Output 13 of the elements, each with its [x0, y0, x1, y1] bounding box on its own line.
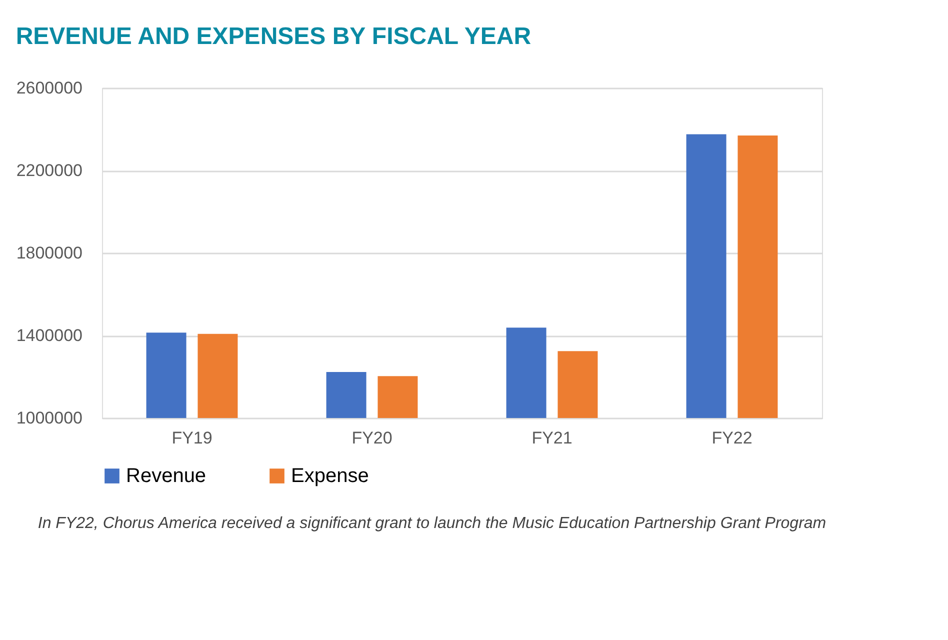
- chart-title: REVENUE AND EXPENSES BY FISCAL YEAR: [16, 23, 532, 50]
- x-tick-label: FY21: [532, 428, 572, 448]
- y-tick-label: 2600000: [16, 78, 82, 98]
- y-tick-label: 1000000: [16, 408, 82, 428]
- x-tick-label: FY22: [712, 428, 752, 448]
- y-tick-label: 2200000: [16, 161, 82, 180]
- legend-label: Revenue: [126, 465, 206, 487]
- legend-label: Expense: [291, 465, 369, 487]
- x-tick-label: FY19: [172, 428, 212, 448]
- text: In FY22, Chorus America received a significant grant to launch the Music Education Partnership Grant Program: [38, 515, 826, 532]
- y-tick-label: 1800000: [16, 244, 82, 262]
- x-tick-label: FY20: [352, 428, 392, 448]
- y-tick-label: 1400000: [16, 326, 82, 345]
